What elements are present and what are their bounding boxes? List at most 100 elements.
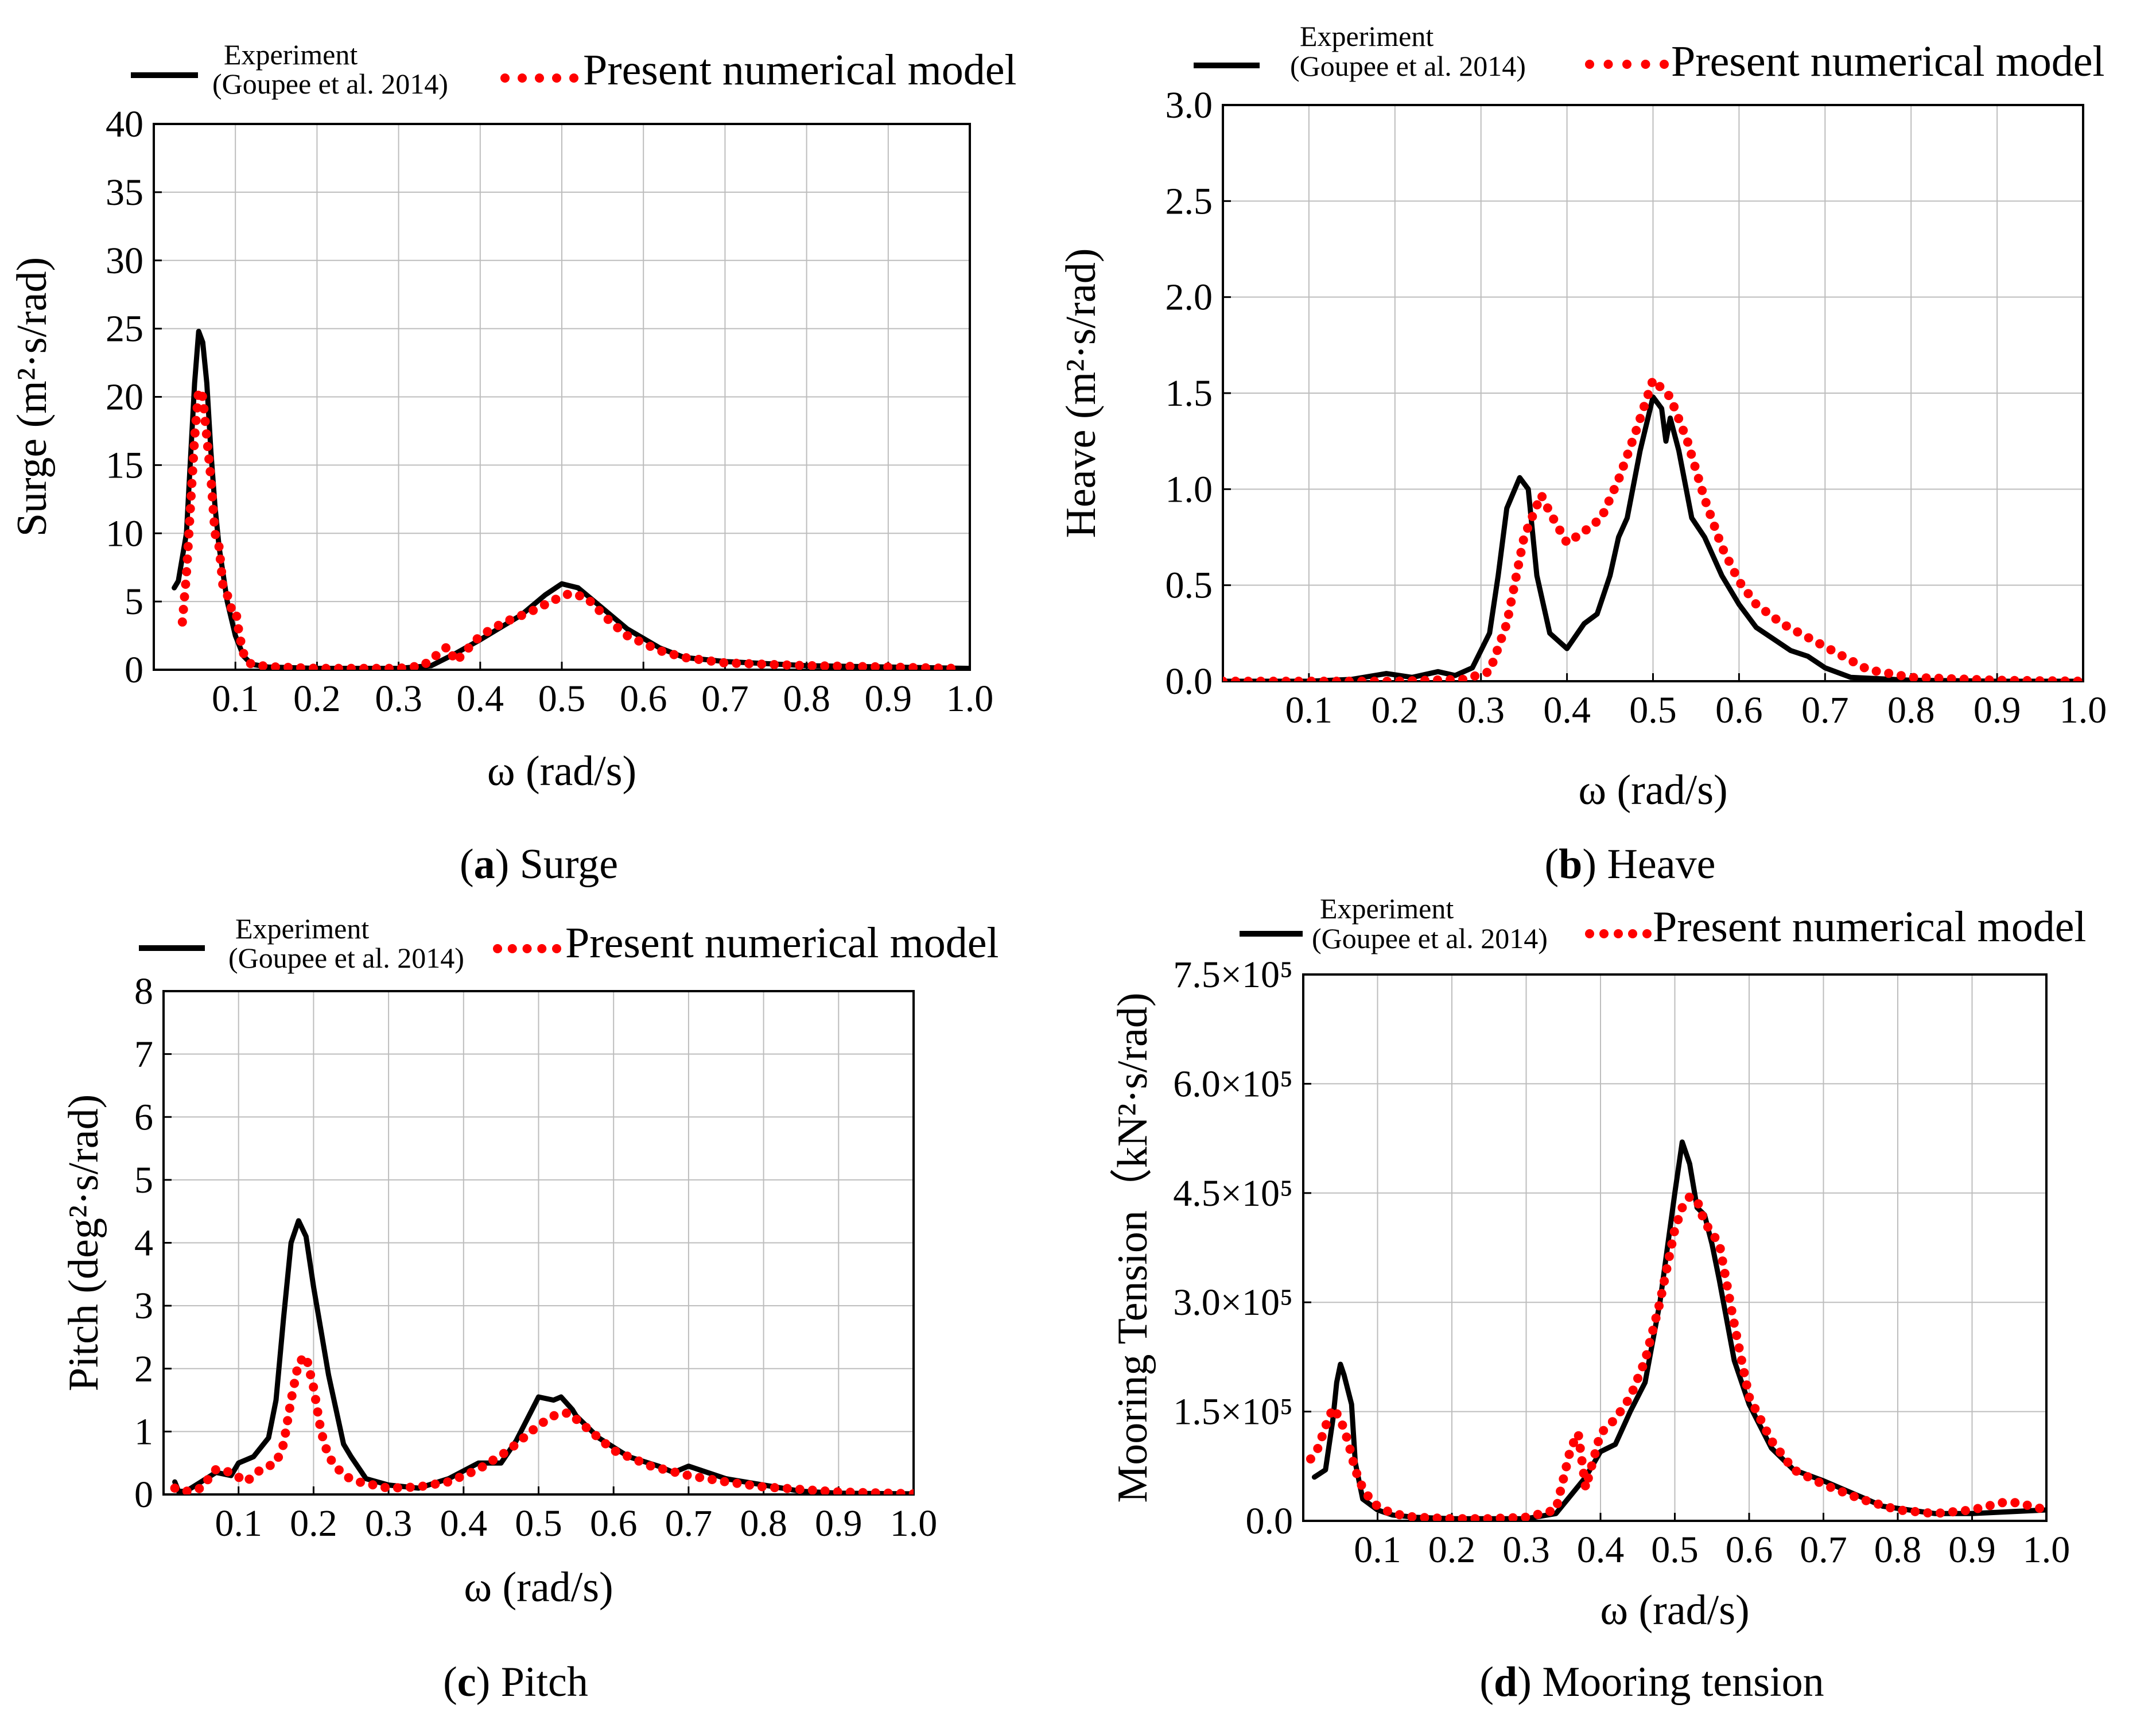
numerical-point (1838, 1487, 1847, 1497)
y-tick-label: 7.5×10⁵ (1173, 954, 1293, 996)
legend-numerical-swatch-dot (537, 944, 547, 953)
y-tick-label: 15 (106, 444, 143, 486)
numerical-point (1751, 599, 1761, 609)
numerical-point (1674, 414, 1684, 424)
numerical-point (1638, 1362, 1648, 1372)
numerical-point (1633, 1373, 1642, 1383)
numerical-point (1736, 578, 1746, 588)
numerical-point (244, 1474, 254, 1484)
numerical-point (770, 660, 779, 669)
legend-numerical-swatch-dot (535, 73, 544, 83)
numerical-point (443, 1477, 453, 1487)
numerical-point (1599, 508, 1609, 518)
numerical-point (551, 595, 561, 604)
legend-numerical-swatch-dot (507, 944, 517, 953)
numerical-point (883, 662, 893, 670)
numerical-point (185, 517, 195, 526)
x-tick-label: 0.4 (1577, 1529, 1625, 1571)
numerical-point (934, 663, 943, 670)
numerical-point (356, 1477, 365, 1487)
numerical-point (1837, 651, 1847, 661)
numerical-point (833, 1487, 842, 1494)
numerical-point (744, 659, 754, 669)
numerical-point (1432, 1513, 1442, 1521)
series-numerical (170, 1355, 914, 1494)
numerical-point (1776, 1447, 1785, 1457)
numerical-point (1647, 378, 1657, 387)
numerical-point (529, 605, 538, 615)
numerical-point (2035, 1504, 2045, 1513)
numerical-point (368, 1480, 378, 1490)
x-tick-label: 0.3 (1457, 689, 1505, 731)
x-tick-label: 0.9 (865, 678, 912, 720)
numerical-point (1850, 1492, 1859, 1501)
legend-numerical-swatch-dot (1641, 60, 1650, 69)
y-tick-label: 6 (134, 1096, 153, 1138)
numerical-point (1518, 535, 1528, 545)
numerical-point (183, 542, 193, 552)
numerical-point (1984, 675, 1994, 681)
y-tick-label: 6.0×10⁵ (1173, 1063, 1293, 1105)
y-tick-label: 0 (134, 1474, 153, 1516)
numerical-point (246, 659, 255, 669)
y-tick-label: 0.5 (1166, 565, 1213, 607)
numerical-point (1582, 525, 1591, 535)
numerical-point (1732, 1331, 1742, 1340)
numerical-point (1348, 1457, 1358, 1466)
numerical-point (1395, 676, 1404, 681)
numerical-point (203, 1475, 213, 1485)
numerical-point (209, 517, 219, 527)
numerical-point (908, 663, 918, 670)
legend-numerical-swatch-dot (1622, 60, 1631, 69)
numerical-point (1756, 1415, 1766, 1424)
numerical-point (858, 662, 868, 670)
numerical-point (858, 1488, 868, 1494)
numerical-point (2010, 675, 2019, 681)
numerical-point (1332, 1409, 1342, 1419)
numerical-point (921, 663, 931, 670)
numerical-point (315, 1419, 325, 1429)
numerical-point (1306, 1454, 1315, 1464)
numerical-point (1762, 1426, 1772, 1436)
x-tick-label: 0.7 (1801, 689, 1849, 731)
numerical-point (1998, 1498, 2007, 1508)
numerical-point (1357, 677, 1366, 681)
numerical-point (1985, 1501, 1995, 1511)
numerical-point (1508, 1513, 1518, 1521)
caption: (b) Heave (1545, 841, 1716, 888)
numerical-point (623, 631, 632, 640)
numerical-point (271, 662, 280, 670)
numerical-point (2048, 676, 2057, 681)
numerical-point (1269, 677, 1278, 681)
numerical-point (1896, 671, 1906, 681)
numerical-point (296, 663, 305, 670)
numerical-point (499, 1449, 508, 1458)
x-axis-title: ω (rad/s) (1578, 767, 1727, 814)
numerical-point (254, 1466, 264, 1476)
numerical-point (1523, 523, 1532, 533)
legend-numerical-swatch-dot (1603, 60, 1613, 69)
numerical-point (845, 1488, 855, 1494)
numerical-point (287, 1391, 297, 1401)
series-experiment-line (172, 328, 970, 670)
numerical-point (562, 1408, 571, 1418)
y-tick-label: 30 (106, 240, 143, 282)
x-tick-label: 0.7 (701, 678, 749, 720)
numerical-point (658, 1464, 667, 1474)
y-axis-title: Heave (m²·s/rad) (1058, 249, 1105, 538)
numerical-point (454, 1473, 464, 1482)
numerical-point (1614, 473, 1624, 483)
y-tick-label: 25 (106, 308, 143, 350)
caption: (c) Pitch (443, 1659, 588, 1706)
y-tick-label: 2.5 (1166, 180, 1213, 222)
x-tick-label: 0.7 (665, 1502, 713, 1544)
series-numerical (177, 390, 956, 670)
numerical-point (1706, 510, 1715, 519)
numerical-point (1734, 1343, 1744, 1353)
numerical-point (795, 661, 805, 670)
numerical-point (1750, 1404, 1760, 1414)
x-tick-label: 0.1 (215, 1502, 262, 1544)
numerical-point (431, 651, 441, 661)
numerical-point (1357, 1480, 1366, 1490)
numerical-point (1669, 402, 1679, 411)
